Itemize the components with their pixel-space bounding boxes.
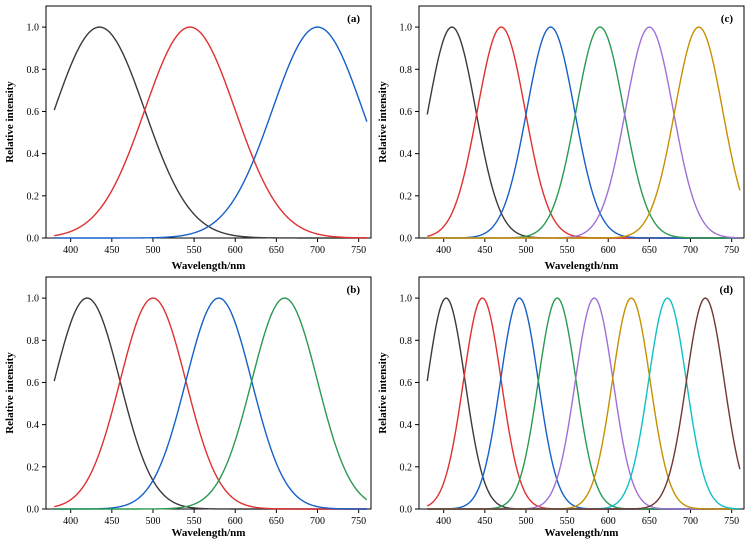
x-tick-label: 750 [351, 245, 366, 256]
y-axis-title: Relative intensity [377, 352, 389, 434]
y-tick-label: 0.0 [400, 505, 413, 516]
x-tick-label: 600 [228, 516, 243, 527]
axis-ticks: 400 450 500 550 600 650 700 750 0.0 0.2 0.4 0.6 0.8 1… [27, 23, 367, 256]
series-line-3 [54, 297, 367, 510]
y-tick-label: 0.8 [400, 336, 413, 347]
y-tick-label: 0.4 [27, 420, 40, 431]
chart-panel-d: (d) 400 450 500 550 600 650 700 750 0.0 0.2 0.4 0.6… [377, 276, 745, 539]
y-tick-label: 0.2 [27, 191, 40, 202]
x-tick-label: 700 [683, 245, 698, 256]
spectral-curves [426, 297, 741, 510]
x-tick-label: 550 [187, 245, 202, 256]
x-tick-label: 550 [187, 516, 202, 527]
y-tick-label: 0.8 [400, 65, 413, 76]
x-tick-label: 550 [560, 516, 575, 527]
series-line-8 [427, 297, 741, 510]
panel-label: (a) [347, 13, 360, 25]
y-tick-label: 0.6 [27, 378, 40, 389]
spectral-curves [53, 26, 368, 239]
series-line-1 [53, 26, 367, 239]
x-tick-label: 400 [63, 245, 78, 256]
series-line-2 [54, 297, 367, 510]
y-tick-label: 0.2 [400, 462, 413, 473]
y-tick-label: 0.6 [400, 378, 413, 389]
x-tick-label: 500 [145, 516, 160, 527]
y-tick-label: 1.0 [27, 294, 40, 305]
x-tick-label: 750 [724, 516, 739, 527]
y-tick-label: 1.0 [400, 23, 413, 34]
chart-panel-b: (b) 400 450 500 550 600 650 700 750 0.0 0.2 0.4 0.6… [4, 276, 372, 539]
x-axis-title: Wavelength/nm [172, 260, 246, 272]
x-tick-label: 600 [601, 245, 616, 256]
x-axis-title: Wavelength/nm [545, 260, 619, 272]
series-line-5 [427, 26, 740, 239]
series-line-4 [54, 297, 368, 510]
series-line-2 [427, 26, 740, 239]
x-tick-label: 450 [477, 245, 492, 256]
x-tick-label: 750 [351, 516, 366, 527]
y-tick-label: 0.2 [27, 462, 40, 473]
series-line-2 [54, 26, 367, 239]
y-tick-label: 1.0 [27, 23, 40, 34]
x-axis-title: Wavelength/nm [545, 527, 619, 539]
x-tick-label: 450 [104, 245, 119, 256]
series-line-6 [427, 26, 741, 239]
x-tick-label: 650 [642, 245, 657, 256]
y-tick-label: 0.6 [400, 107, 413, 118]
chart-panel-a: (a) 400 450 500 550 600 650 700 750 0.0 0.2 0.4 0.6… [4, 5, 372, 272]
panel-label: (c) [721, 13, 734, 25]
y-tick-label: 0.2 [400, 191, 413, 202]
y-axis-title: Relative intensity [377, 81, 389, 163]
plot-frame [45, 276, 372, 510]
x-tick-label: 650 [269, 516, 284, 527]
y-tick-label: 0.0 [400, 234, 413, 245]
axis-ticks: 400 450 500 550 600 650 700 750 0.0 0.2 0.4 0.6 0.8 1… [400, 294, 740, 527]
y-tick-label: 0.4 [400, 149, 413, 160]
x-tick-label: 750 [724, 245, 739, 256]
chart-panel-c: (c) 400 450 500 550 600 650 700 750 0.0 0.2 0.4 0.6… [377, 5, 745, 272]
panel-label: (d) [720, 284, 734, 296]
series-line-1 [426, 26, 740, 239]
x-tick-label: 400 [63, 516, 78, 527]
y-axis-title: Relative intensity [4, 352, 16, 434]
x-tick-label: 550 [560, 245, 575, 256]
axis-ticks: 400 450 500 550 600 650 700 750 0.0 0.2 0.4 0.6 0.8 1… [27, 294, 367, 527]
x-tick-label: 500 [518, 245, 533, 256]
x-tick-label: 500 [145, 245, 160, 256]
y-tick-label: 1.0 [400, 294, 413, 305]
spectral-curves [426, 26, 741, 239]
y-tick-label: 0.0 [27, 234, 40, 245]
x-tick-label: 450 [104, 516, 119, 527]
x-tick-label: 650 [269, 245, 284, 256]
y-tick-label: 0.4 [400, 420, 413, 431]
y-tick-label: 0.8 [27, 336, 40, 347]
series-line-3 [54, 26, 368, 239]
x-tick-label: 700 [310, 245, 325, 256]
x-tick-label: 450 [477, 516, 492, 527]
panel-label: (b) [347, 284, 361, 296]
plot-frame [418, 276, 745, 510]
y-tick-label: 0.4 [27, 149, 40, 160]
y-tick-label: 0.6 [27, 107, 40, 118]
x-tick-label: 700 [310, 516, 325, 527]
x-axis-title: Wavelength/nm [172, 527, 246, 539]
x-tick-label: 600 [228, 245, 243, 256]
series-line-3 [427, 26, 740, 239]
spectral-curves [53, 297, 368, 510]
plot-frame [45, 5, 372, 239]
y-tick-label: 0.0 [27, 505, 40, 516]
series-line-4 [427, 26, 740, 239]
x-tick-label: 700 [683, 516, 698, 527]
series-line-1 [53, 297, 367, 510]
series-line-5 [427, 297, 740, 510]
x-tick-label: 400 [436, 245, 451, 256]
x-tick-label: 400 [436, 516, 451, 527]
y-axis-title: Relative intensity [4, 81, 16, 163]
x-tick-label: 650 [642, 516, 657, 527]
axis-ticks: 400 450 500 550 600 650 700 750 0.0 0.2 0.4 0.6 0.8 1… [400, 23, 740, 256]
x-tick-label: 600 [601, 516, 616, 527]
y-tick-label: 0.8 [27, 65, 40, 76]
x-tick-label: 500 [518, 516, 533, 527]
